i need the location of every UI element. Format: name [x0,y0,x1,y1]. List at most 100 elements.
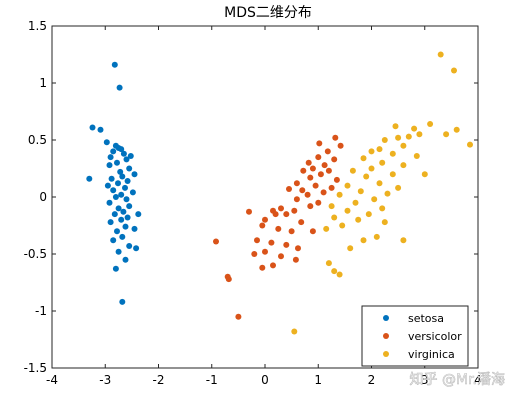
point-versicolor [275,225,282,232]
point-virginica [331,214,338,221]
point-setosa [123,156,130,163]
point-setosa [133,245,140,252]
point-virginica [323,225,330,232]
point-setosa [124,178,131,184]
point-virginica [360,155,367,162]
point-virginica [328,203,335,210]
point-setosa [131,171,138,178]
point-setosa [104,182,111,189]
point-virginica [349,167,356,174]
point-virginica [411,125,418,132]
point-setosa [135,211,142,218]
x-tick-label: -1 [206,373,218,387]
point-versicolor [337,142,344,149]
point-versicolor [246,208,252,215]
point-versicolor [259,264,266,271]
point-versicolor [272,211,279,218]
point-setosa [111,61,118,68]
point-virginica [339,222,346,229]
point-setosa [106,199,113,206]
point-virginica [453,126,460,133]
point-virginica [368,148,375,155]
point-versicolor [251,251,258,257]
legend-marker-setosa [383,315,389,321]
point-versicolor [307,174,314,181]
point-versicolor [320,189,327,196]
point-setosa [131,225,138,232]
point-versicolor [315,154,322,161]
point-virginica [331,268,338,275]
point-virginica [347,245,354,252]
point-setosa [118,216,125,223]
legend-label-versicolor: versicolor [408,330,462,343]
x-tick-label: 0 [261,373,269,387]
watermark-text: 知乎 @Mr.潘海 [410,371,505,388]
point-setosa [114,159,120,166]
point-virginica [376,146,383,153]
point-virginica [443,131,450,138]
x-axis: -4 -3 -2 -1 0 1 2 3 4 [46,26,482,387]
point-virginica [421,171,428,178]
point-setosa [120,150,127,157]
chart-title: MDS二维分布 [224,5,312,21]
y-tick-label: 1.5 [28,19,47,33]
point-virginica [376,180,383,187]
point-virginica [400,142,407,149]
point-versicolor [254,237,260,244]
point-setosa [110,187,117,194]
point-versicolor [321,162,328,169]
point-versicolor [291,207,298,214]
point-setosa [97,126,104,133]
point-versicolor [259,222,266,229]
point-virginica [381,137,388,143]
y-axis: -1.5 -1 -0.5 0 0.5 1 1.5 [24,19,478,375]
point-virginica [451,67,457,74]
point-versicolor [235,313,242,320]
point-setosa [119,233,126,240]
point-versicolor [324,148,331,155]
point-versicolor [268,239,275,246]
x-tick-label: -4 [46,373,58,387]
point-setosa [112,265,119,272]
point-virginica [336,191,343,198]
point-setosa [112,194,119,200]
legend-box [361,305,469,367]
point-versicolor [317,171,324,178]
point-virginica [325,260,332,267]
point-versicolor [316,140,323,147]
point-versicolor [300,167,307,174]
y-tick-label: 1 [39,76,47,90]
point-setosa [117,168,124,175]
x-tick-label: -2 [153,373,165,387]
y-tick-label: -1.5 [24,361,47,375]
point-virginica [336,271,343,278]
point-virginica [291,328,298,335]
point-virginica [381,219,388,226]
point-setosa [110,148,117,155]
point-virginica [389,171,396,178]
point-versicolor [225,276,232,283]
point-setosa [111,211,118,218]
point-setosa [126,165,133,172]
point-virginica [392,123,399,130]
point-versicolor [307,203,314,210]
point-setosa [115,248,122,255]
point-virginica [416,131,423,138]
point-versicolor [283,241,290,248]
point-virginica [355,216,362,223]
legend-marker-versicolor [383,333,389,339]
legend-marker-virginica [383,351,389,357]
point-setosa [122,184,128,191]
point-setosa [89,124,96,131]
point-virginica [352,199,359,206]
point-versicolor [283,211,290,218]
point-virginica [360,237,367,244]
point-virginica [427,121,434,127]
point-virginica [395,134,402,141]
point-virginica [373,233,380,240]
point-versicolor [328,184,335,191]
point-versicolor [292,256,299,263]
point-setosa [118,191,125,198]
point-setosa [119,173,126,180]
